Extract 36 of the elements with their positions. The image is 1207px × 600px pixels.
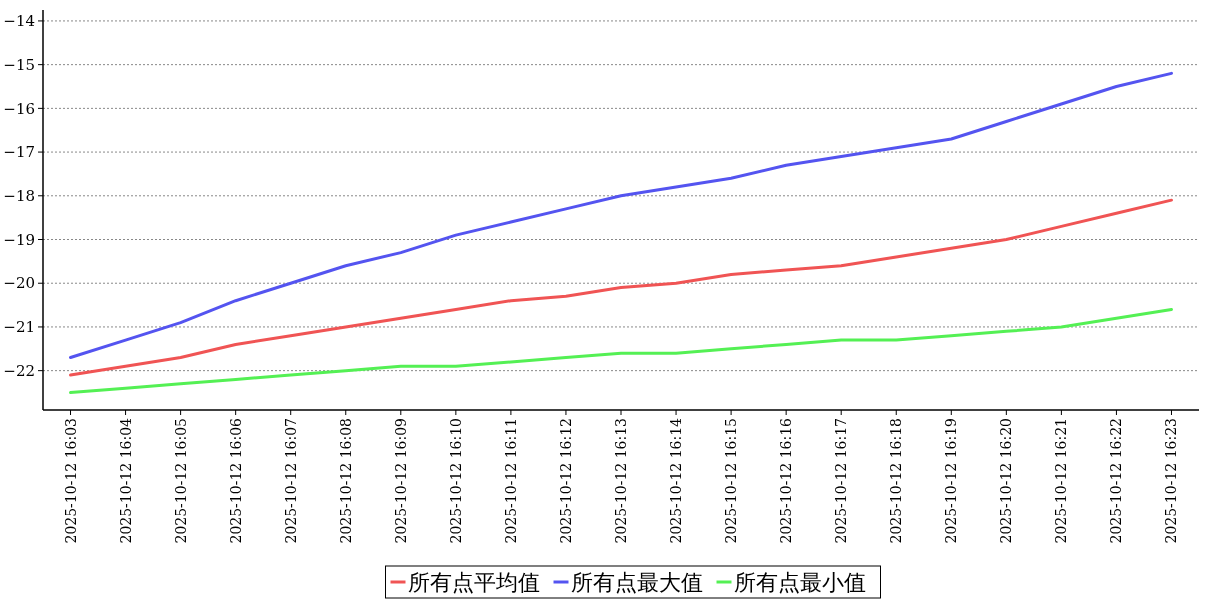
- x-tick-label: 2025-10-12 16:03: [62, 418, 79, 544]
- legend-label: 所有点最小值: [733, 569, 866, 595]
- legend-label: 所有点平均值: [407, 569, 540, 595]
- x-tick-label: 2025-10-12 16:17: [833, 418, 850, 544]
- line-series: [69, 307, 1173, 395]
- x-tick-label: 2025-10-12 16:04: [117, 417, 134, 544]
- x-tick-label: 2025-10-12 16:09: [392, 418, 409, 544]
- x-tick-label: 2025-10-12 16:15: [723, 418, 740, 544]
- y-tick-label: −15: [3, 55, 35, 74]
- x-tick-label: 2025-10-12 16:20: [998, 418, 1015, 544]
- y-tick-label: −20: [3, 274, 35, 293]
- line-series: [69, 71, 1173, 360]
- x-tick-label: 2025-10-12 16:06: [227, 417, 244, 544]
- x-tick-label: 2025-10-12 16:11: [502, 418, 519, 544]
- x-tick-label: 2025-10-12 16:12: [557, 418, 574, 544]
- x-tick-label: 2025-10-12 16:21: [1053, 418, 1070, 544]
- x-tick-label: 2025-10-12 16:13: [613, 418, 629, 544]
- y-tick-label: −17: [3, 143, 35, 162]
- y-tick-label: −18: [3, 187, 35, 206]
- x-tick-label: 2025-10-12 16:19: [943, 418, 960, 544]
- line-series: [69, 198, 1173, 377]
- x-tick-label: 2025-10-12 16:16: [778, 417, 795, 544]
- y-tick-label: −22: [3, 361, 35, 380]
- x-tick-label: 2025-10-12 16:23: [1163, 418, 1180, 544]
- y-tick-label: −21: [3, 318, 35, 337]
- x-tick-label: 2025-10-12 16:05: [172, 418, 189, 544]
- x-tick-label: 2025-10-12 16:08: [337, 418, 354, 544]
- x-tick-label: 2025-10-12 16:10: [447, 418, 464, 544]
- y-tick-label: −19: [3, 230, 35, 249]
- x-tick-label: 2025-10-12 16:22: [1108, 418, 1125, 544]
- x-tick-label: 2025-10-12 16:18: [888, 418, 905, 544]
- legend-label: 所有点最大值: [570, 569, 703, 595]
- y-tick-label: −16: [3, 99, 35, 118]
- x-tick-label: 2025-10-12 16:14: [668, 417, 685, 544]
- y-tick-label: −14: [3, 12, 35, 31]
- x-tick-label: 2025-10-12 16:07: [282, 418, 299, 544]
